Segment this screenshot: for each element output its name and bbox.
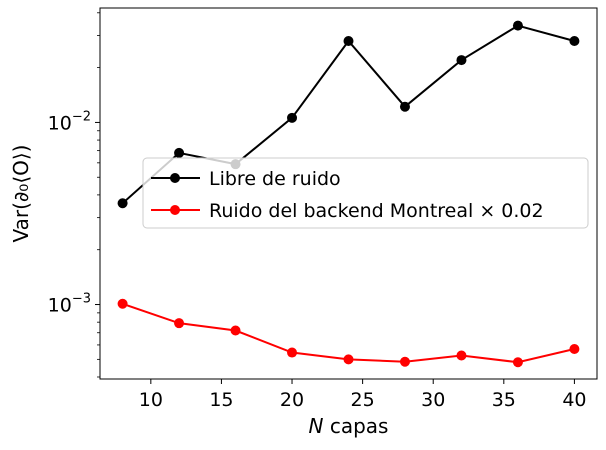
legend-box bbox=[142, 157, 589, 229]
y-tick-label-0: 10−3 bbox=[48, 292, 91, 317]
x-tick-label-3: 25 bbox=[351, 389, 375, 411]
data-point-s1-7 bbox=[512, 357, 523, 368]
data-point-s1-2 bbox=[230, 325, 241, 336]
data-point-s1-8 bbox=[569, 343, 580, 354]
x-tick-label-0: 10 bbox=[139, 389, 163, 411]
data-point-s1-6 bbox=[456, 350, 467, 361]
legend-label-0: Libre de ruido bbox=[209, 168, 341, 190]
data-point-s0-6 bbox=[456, 55, 467, 66]
data-point-s0-0 bbox=[117, 198, 128, 209]
legend-label-1: Ruido del backend Montreal × 0.02 bbox=[209, 200, 544, 222]
plot-area bbox=[117, 20, 580, 368]
y-tick-label-1: 10−2 bbox=[48, 109, 91, 134]
y-tick-label-base-0: 10 bbox=[48, 295, 72, 317]
x-tick-label-1: 15 bbox=[209, 389, 233, 411]
axes-frame bbox=[99, 7, 598, 380]
data-point-s0-8 bbox=[569, 36, 580, 47]
legend-marker-1 bbox=[170, 205, 180, 215]
data-point-s1-4 bbox=[343, 354, 354, 365]
y-tick-label-exp-0: −3 bbox=[72, 292, 91, 307]
x-tick-label-5: 35 bbox=[492, 389, 516, 411]
data-point-s1-1 bbox=[174, 318, 185, 329]
y-tick-label-exp-1: −2 bbox=[72, 109, 91, 124]
legend: Libre de ruido Ruido del backend Montreal… bbox=[142, 157, 589, 229]
x-axis-label-rest: capas bbox=[323, 414, 388, 438]
data-point-s1-5 bbox=[399, 356, 410, 367]
y-tick-label-base-1: 10 bbox=[48, 112, 72, 134]
data-point-s1-0 bbox=[117, 298, 128, 309]
data-point-s0-1 bbox=[174, 147, 185, 158]
data-point-s0-5 bbox=[399, 101, 410, 112]
x-axis-label: N capas bbox=[309, 414, 389, 438]
x-tick-label-2: 20 bbox=[280, 389, 304, 411]
x-axis-label-italic: N bbox=[309, 414, 324, 438]
data-point-s1-3 bbox=[287, 347, 298, 358]
y-axis-label: Var(∂₀⟨O⟩) bbox=[9, 145, 33, 243]
x-tick-label-6: 40 bbox=[562, 389, 586, 411]
data-point-s0-4 bbox=[343, 36, 354, 47]
data-point-s0-7 bbox=[512, 20, 523, 31]
x-tick-label-4: 30 bbox=[421, 389, 445, 411]
legend-marker-0 bbox=[170, 173, 180, 183]
data-point-s0-3 bbox=[287, 112, 298, 123]
